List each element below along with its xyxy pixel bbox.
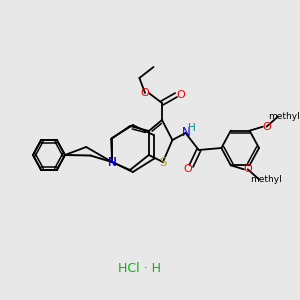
Text: O: O [243, 164, 252, 174]
Text: N: N [108, 155, 116, 169]
Text: O: O [183, 164, 192, 174]
Text: N: N [108, 155, 116, 169]
Text: O: O [141, 88, 149, 98]
Text: HCl · H: HCl · H [118, 262, 161, 275]
Text: O: O [262, 122, 271, 132]
Text: methyl: methyl [268, 112, 300, 121]
Text: H: H [188, 123, 196, 133]
Text: methyl: methyl [250, 175, 281, 184]
Text: O: O [176, 90, 185, 100]
Text: N: N [182, 127, 191, 140]
Text: S: S [159, 155, 167, 169]
